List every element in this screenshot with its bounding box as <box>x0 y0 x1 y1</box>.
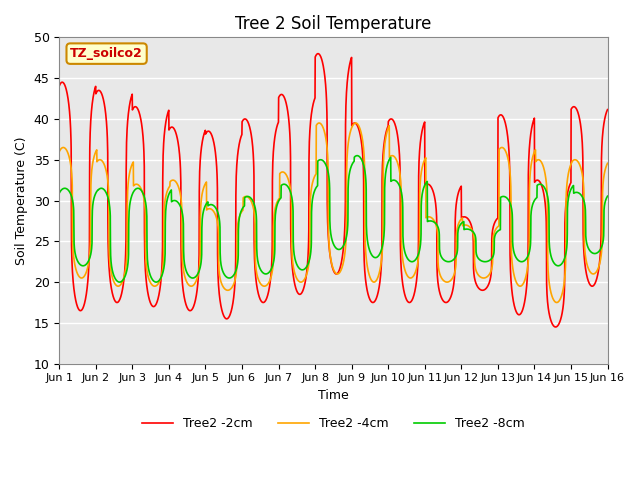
Line: Tree2 -4cm: Tree2 -4cm <box>60 123 607 302</box>
Tree2 -8cm <box>290 244 298 250</box>
Tree2 -2cm <box>56 83 63 89</box>
Tree2 -2cm <box>150 303 158 309</box>
Tree2 -4cm <box>118 280 125 286</box>
Tree2 -8cm <box>56 190 63 196</box>
Tree2 -4cm <box>593 268 601 274</box>
Tree2 -2cm <box>604 107 611 112</box>
Tree2 -8cm <box>604 193 611 199</box>
Y-axis label: Soil Temperature (C): Soil Temperature (C) <box>15 136 28 265</box>
Tree2 -8cm <box>150 279 158 285</box>
Tree2 -2cm <box>552 324 559 330</box>
Tree2 -8cm <box>593 250 601 256</box>
Title: Tree 2 Soil Temperature: Tree 2 Soil Temperature <box>236 15 431 33</box>
Tree2 -8cm <box>118 278 126 284</box>
Tree2 -4cm <box>534 157 541 163</box>
Tree2 -4cm <box>289 264 297 269</box>
Text: TZ_soilco2: TZ_soilco2 <box>70 47 143 60</box>
Tree2 -8cm <box>266 269 273 275</box>
X-axis label: Time: Time <box>318 389 349 402</box>
Tree2 -4cm <box>604 160 611 166</box>
Tree2 -2cm <box>118 290 125 296</box>
Tree2 -4cm <box>150 283 158 289</box>
Line: Tree2 -8cm: Tree2 -8cm <box>60 156 607 282</box>
Legend: Tree2 -2cm, Tree2 -4cm, Tree2 -8cm: Tree2 -2cm, Tree2 -4cm, Tree2 -8cm <box>137 412 530 435</box>
Tree2 -8cm <box>116 279 124 285</box>
Tree2 -2cm <box>314 51 322 57</box>
Tree2 -8cm <box>353 153 361 158</box>
Tree2 -4cm <box>553 300 561 305</box>
Tree2 -4cm <box>266 278 273 284</box>
Tree2 -2cm <box>593 275 601 280</box>
Tree2 -4cm <box>352 120 360 126</box>
Tree2 -2cm <box>266 284 273 289</box>
Tree2 -2cm <box>534 177 541 183</box>
Tree2 -4cm <box>56 149 63 155</box>
Tree2 -2cm <box>289 273 297 278</box>
Line: Tree2 -2cm: Tree2 -2cm <box>60 54 607 327</box>
Tree2 -8cm <box>534 182 542 188</box>
